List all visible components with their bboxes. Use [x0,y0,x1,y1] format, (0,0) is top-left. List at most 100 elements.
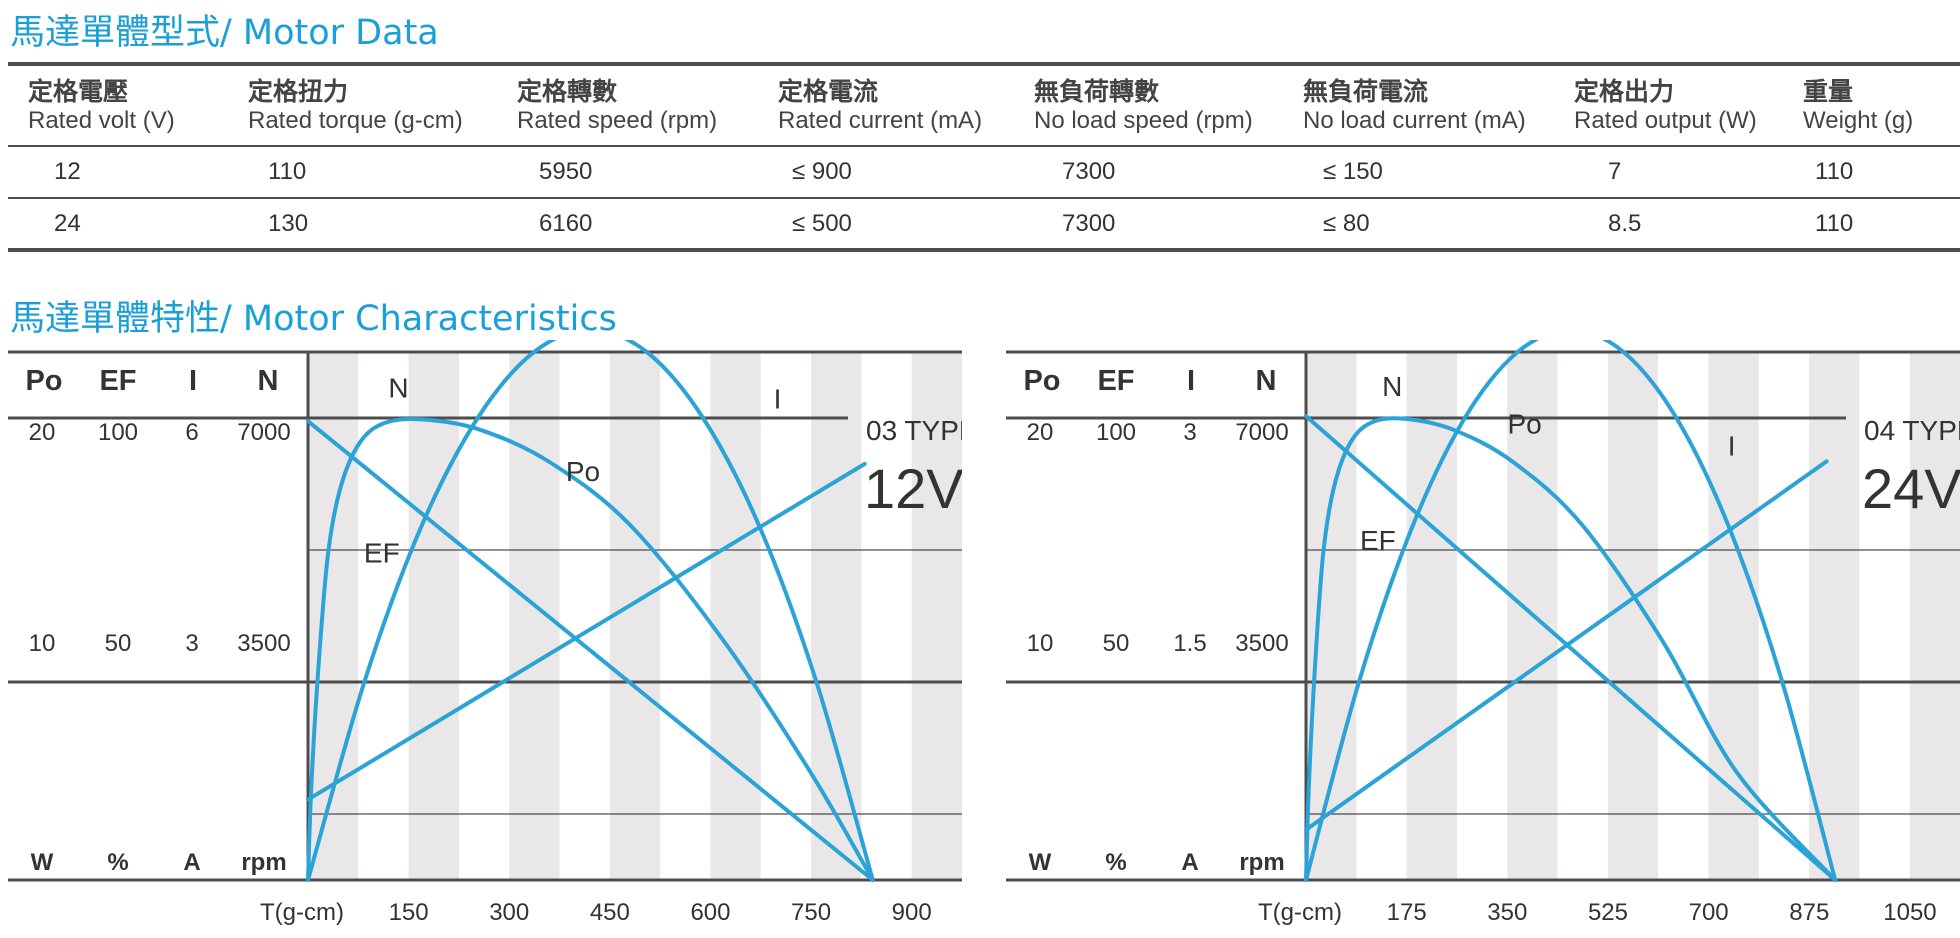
table-cell: 130 [268,209,309,237]
axis-unit: % [107,849,128,876]
x-tick-label: 900 [892,899,932,926]
table-cell: 7300 [1062,158,1116,185]
plot-stripe [1607,352,1659,880]
y-tick-label: 100 [1096,419,1136,446]
y-tick-label: 20 [1027,419,1054,446]
column-header: 定格出力 Rated output (W) [1554,64,1783,146]
x-tick-label: 175 [1387,899,1427,926]
x-tick-label: 450 [590,899,630,926]
axis-unit: rpm [1239,849,1284,876]
table-cell: 110 [268,158,307,185]
x-tick-label: 1050 [1883,899,1936,926]
axis-unit: A [1181,849,1198,876]
curve-label-ef: EF [1360,525,1396,556]
curve-label-ef: EF [364,538,400,569]
motor-characteristics-title: 馬達單體特性/ Motor Characteristics [10,299,617,339]
y-tick-label: 50 [1103,630,1130,657]
axis-unit: % [1105,849,1126,876]
table-cell: 110 [1815,209,1854,237]
plot-stripe [1909,352,1960,880]
column-header-cn: 定格轉數 [517,76,618,106]
voltage-label: 24V [1862,457,1960,520]
table-cell: 24 [54,209,81,237]
axis-header: Po [25,365,62,397]
axis-unit: W [1029,849,1052,876]
table-cell: ≤ 150 [1323,158,1383,185]
series-ef-line [1304,416,1838,882]
x-tick-label: 150 [389,899,429,926]
y-tick-label: 3500 [237,630,290,657]
curve-label-po: Po [566,456,600,487]
column-header: 重量 Weight (g) [1783,64,1960,146]
table-cell: ≤ 900 [792,158,852,185]
table-cell: 5950 [539,158,593,185]
y-tick-label: 10 [1027,630,1054,657]
plot-stripe [911,352,962,880]
column-header: 無負荷轉數 No load speed (rpm) [1014,64,1283,146]
x-tick-label: 300 [489,899,529,926]
column-header-cn: 定格扭力 [248,76,349,106]
curve-label-i: I [774,384,782,415]
curve-label-n: N [1382,371,1402,402]
y-tick-label: 6 [185,419,198,446]
table-cell: ≤ 500 [792,209,852,237]
type-label: 03 TYPE [866,415,962,446]
column-header-en: No load speed (rpm) [1034,106,1253,134]
x-tick-label: 700 [1689,899,1729,926]
y-tick-label: 20 [29,419,56,446]
motor-data-title: 馬達單體型式/ Motor Data [10,13,439,53]
column-header: 定格轉數 Rated speed (rpm) [497,64,758,146]
series-po-line [1304,340,1838,882]
motor-data-table: 定格電壓 Rated volt (V) 定格扭力 Rated torque (g-cm… [8,62,1960,252]
axis-unit: W [31,849,54,876]
plot-stripe [308,352,359,880]
column-header: 定格扭力 Rated torque (g-cm) [228,64,497,146]
x-tick-label: 350 [1487,899,1527,926]
plot-stripe [1406,352,1457,880]
x-tick-label: 600 [690,899,730,926]
table-cell: 7 [1608,158,1622,185]
plot-stripe [408,352,459,880]
table-cell: 12 [54,158,81,185]
table-cell: 8.5 [1608,209,1642,237]
y-tick-label: 10 [29,630,56,657]
column-header-en: No load current (mA) [1303,106,1526,134]
table-cell: 6160 [539,209,593,237]
y-tick-label: 7000 [1235,419,1288,446]
series-n-line [306,419,875,882]
curve-label-po: Po [1507,409,1541,440]
x-tick-label: 525 [1588,899,1628,926]
series-n-line [1304,414,1838,882]
column-header-en: Rated volt (V) [28,106,175,134]
plot-stripe [609,352,661,880]
series-i-line [1304,459,1829,832]
column-header-cn: 定格電流 [778,76,879,106]
curve-label-i: I [1728,431,1736,462]
table-body: 12 110 5950 ≤ 900 7300 ≤ 150 7 110 24 130 6160 ≤ 50… [8,146,1960,250]
column-header: 定格電流 Rated current (mA) [758,64,1014,146]
axis-header: N [258,365,279,397]
table-header-row: 定格電壓 Rated volt (V) 定格扭力 Rated torque (g-cm… [8,64,1960,146]
y-tick-label: 3500 [1235,630,1288,657]
table-cell: 110 [1815,158,1854,185]
plot-stripe [1809,352,1860,880]
axis-unit: rpm [241,849,286,876]
curve-label-n: N [388,372,408,403]
column-header-cn: 定格電壓 [28,76,129,106]
column-header-cn: 定格出力 [1574,76,1675,106]
table-row: 24 130 6160 ≤ 500 7300 ≤ 80 8.5 110 [8,198,1960,250]
y-tick-label: 50 [105,630,132,657]
column-header-en: Rated output (W) [1574,106,1757,134]
table-cell: 7300 [1062,209,1116,237]
x-axis-label: T(g-cm) [1258,899,1342,926]
table-row: 12 110 5950 ≤ 900 7300 ≤ 150 7 110 [8,146,1960,198]
axis-header: I [1187,365,1195,397]
plot-stripe [811,352,862,880]
axis-header: I [189,365,197,397]
axis-header: EF [99,365,136,397]
x-tick-label: 875 [1789,899,1829,926]
voltage-label: 12V [864,457,962,520]
column-header-en: Rated current (mA) [778,106,983,134]
column-header-en: Rated torque (g-cm) [248,106,463,134]
